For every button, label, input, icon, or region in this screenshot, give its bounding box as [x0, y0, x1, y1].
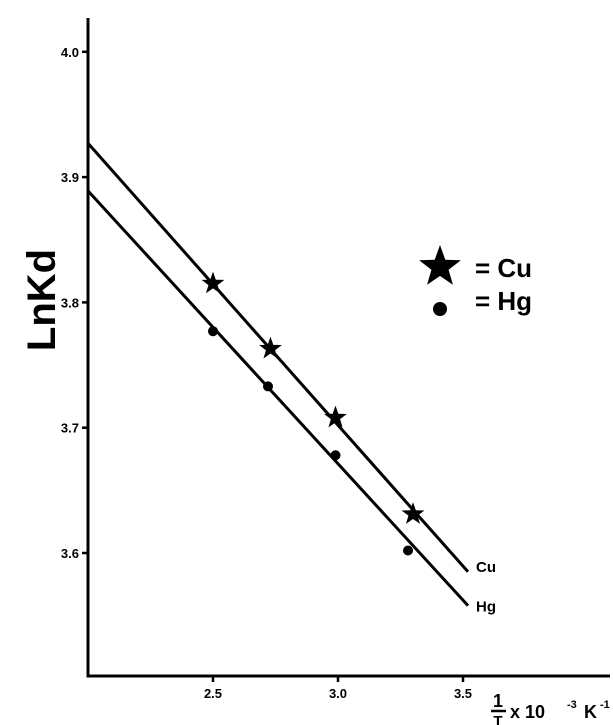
x-label-exponent: -3 [567, 699, 577, 711]
y-tick-label: 3.8 [61, 295, 79, 310]
data-point-hg [330, 450, 341, 461]
line-labels: Cu Hg [476, 559, 496, 616]
data-point-hg [403, 545, 413, 556]
legend-cu-label: = Cu [475, 253, 532, 283]
legend-hg-label: = Hg [475, 286, 532, 316]
data-point-hg [208, 326, 218, 337]
data-point-cu [401, 502, 425, 524]
x-tick-label: 3.0 [329, 686, 347, 701]
data-point-cu [324, 405, 347, 428]
x-tick-label: 3.5 [454, 686, 472, 701]
data-points [201, 271, 425, 556]
fit-line-cu [86, 142, 470, 573]
legend-star-icon [419, 245, 461, 285]
x-label-numerator: 1 [493, 691, 503, 711]
data-point-cu [201, 271, 225, 294]
axes: 3.6 3.7 3.8 3.9 4.0 2.5 3.0 3.5 [61, 18, 610, 701]
y-axis-label: LnKd [20, 249, 64, 351]
fit-line-hg [86, 189, 470, 607]
data-point-hg [263, 381, 273, 392]
x-label-unit-exponent: -1 [600, 699, 610, 711]
y-tick-label: 4.0 [61, 45, 79, 60]
legend: = Cu = Hg [419, 245, 532, 316]
x-label-unit: K [584, 702, 597, 722]
data-point-cu [259, 336, 282, 359]
x-label-denominator: T [493, 713, 502, 725]
line-label-cu: Cu [476, 559, 496, 576]
fit-lines [86, 142, 470, 607]
x-label-multiplier: x 10 [510, 702, 545, 722]
y-tick-label: 3.9 [61, 170, 79, 185]
line-label-hg: Hg [476, 599, 496, 616]
y-tick-label: 3.6 [61, 546, 79, 561]
x-tick-label: 2.5 [204, 686, 222, 701]
x-axis-title: 1 T x 10 -3 K -1 [491, 691, 610, 725]
y-tick-label: 3.7 [61, 421, 79, 436]
legend-dot-icon [433, 302, 447, 316]
